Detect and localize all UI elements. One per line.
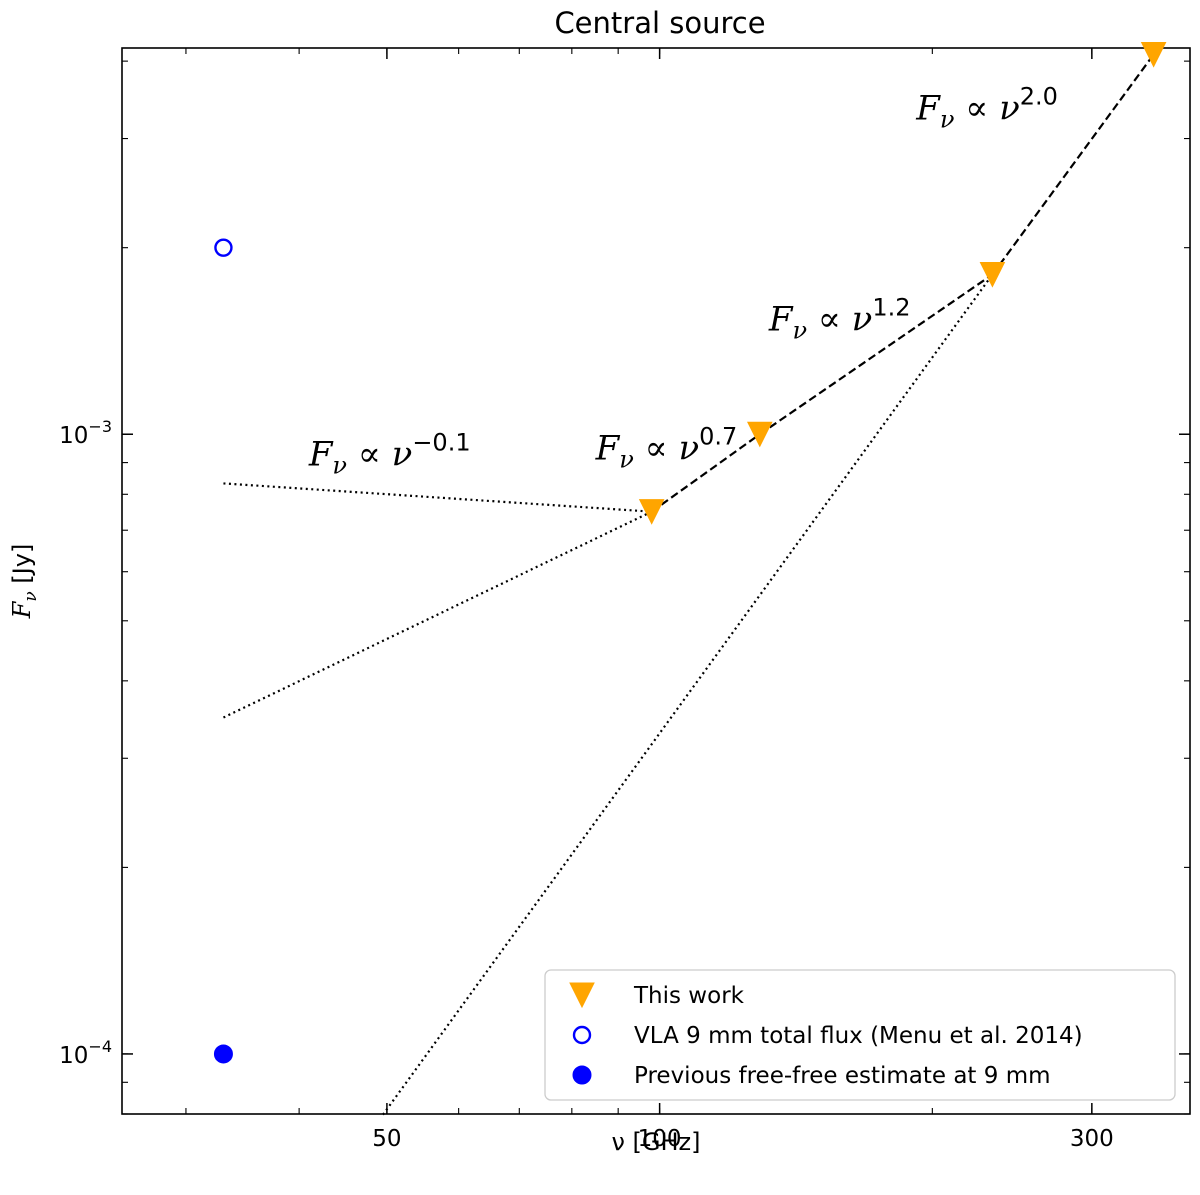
power-law-label: Fν ∝ ν1.2 — [768, 294, 911, 345]
data-point — [1140, 41, 1167, 68]
data-point — [638, 499, 665, 525]
y-tick-label: 10−4 — [59, 1037, 112, 1069]
power-law-annotations: Fν ∝ ν−0.1 Fν ∝ ν0.7 Fν ∝ ν1.2 Fν ∝ ν2.0 — [308, 83, 1058, 480]
data-points — [213, 41, 1167, 1064]
fit-line-dashed — [651, 433, 761, 513]
fit-lines — [222, 53, 1155, 1116]
fit-line-dashed — [759, 273, 994, 436]
legend-label: VLA 9 mm total flux (Menu et al. 2014) — [634, 1023, 1083, 1049]
legend-marker — [572, 1025, 592, 1045]
legend: This work VLA 9 mm total flux (Menu et al… — [544, 969, 1176, 1101]
data-point — [979, 262, 1006, 288]
y-tick-label: 10−3 — [59, 417, 112, 449]
x-tick-label: 100 — [638, 1126, 682, 1152]
fit-line-dotted — [223, 482, 652, 513]
legend-label: Previous free-free estimate at 9 mm — [634, 1063, 1051, 1089]
data-point — [746, 421, 773, 448]
power-law-label: Fν ∝ ν0.7 — [595, 423, 738, 474]
power-law-label: Fν ∝ ν2.0 — [915, 83, 1058, 134]
x-tick-label: 300 — [1070, 1126, 1114, 1152]
power-law-label: Fν ∝ ν−0.1 — [308, 429, 471, 480]
legend-marker — [569, 982, 595, 1009]
data-point — [213, 1044, 233, 1064]
chart-title: Central source — [554, 6, 765, 40]
x-tick-label: 50 — [372, 1126, 401, 1152]
data-point — [214, 238, 233, 257]
fit-line-dotted — [382, 273, 994, 1116]
legend-label: This work — [633, 983, 745, 1009]
y-axis-label: Fν [Jy] — [8, 544, 41, 620]
fit-line-dashed — [991, 53, 1155, 276]
legend-box — [544, 969, 1176, 1101]
axis-ticks: 50 100 300 10−4 10−3 — [59, 48, 1190, 1152]
x-axis-label: ν [GHz] — [611, 1128, 700, 1156]
plot-frame — [121, 47, 1191, 1115]
legend-marker — [572, 1065, 592, 1085]
fit-line-dotted — [222, 510, 653, 719]
